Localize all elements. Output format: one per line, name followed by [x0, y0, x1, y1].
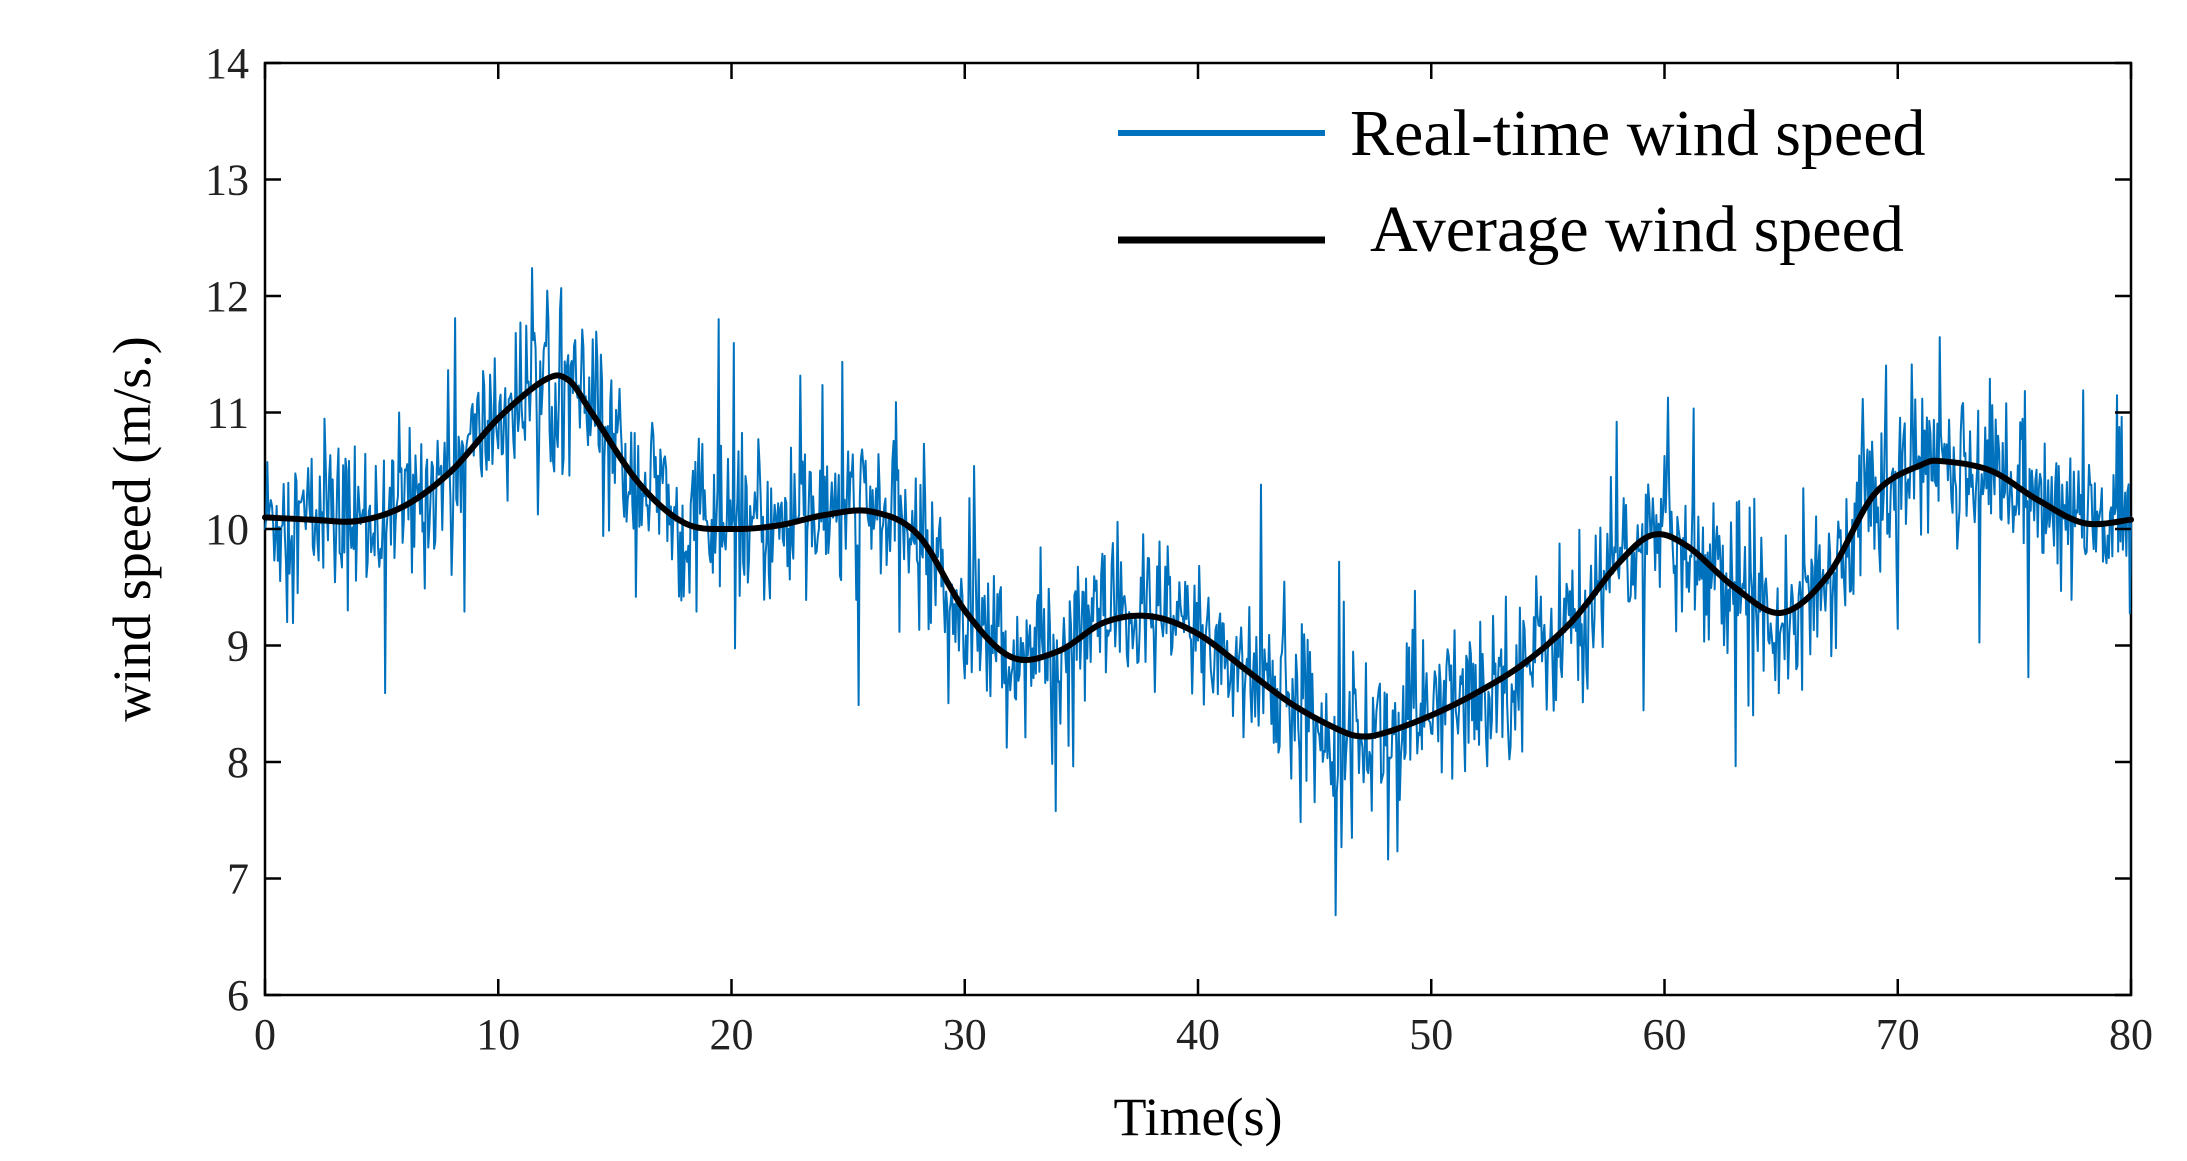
legend-label-average: Average wind speed [1370, 193, 1904, 266]
x-tick-label: 40 [1176, 1010, 1220, 1059]
y-tick-labels: 6 7 8 9 10 11 12 13 14 [205, 39, 249, 1020]
y-tick-label: 12 [205, 272, 249, 321]
real-time-wind-speed-line [264, 267, 2132, 917]
y-tick-label: 10 [205, 505, 249, 554]
x-tick-label: 80 [2109, 1010, 2153, 1059]
y-axis-title: wind speed (m/s.) [102, 336, 162, 721]
x-tick-label: 30 [943, 1010, 987, 1059]
y-tick-label: 14 [205, 39, 249, 88]
x-axis-title: Time(s) [1113, 1087, 1282, 1147]
x-tick-label: 50 [1409, 1010, 1453, 1059]
x-tick-label: 10 [476, 1010, 520, 1059]
y-tick-label: 13 [205, 156, 249, 205]
x-tick-labels: 0 10 20 30 40 50 60 70 80 [254, 1010, 2153, 1059]
y-tick-label: 6 [227, 971, 249, 1020]
y-tick-label: 7 [227, 855, 249, 904]
x-tick-label: 0 [254, 1010, 276, 1059]
y-tick-label: 8 [227, 738, 249, 787]
x-tick-label: 60 [1643, 1010, 1687, 1059]
legend-label-real-time: Real-time wind speed [1350, 97, 1926, 170]
axis-ticks [263, 61, 2133, 997]
y-tick-label: 9 [227, 622, 249, 671]
y-tick-label: 11 [207, 389, 249, 438]
legend: Real-time wind speed Average wind speed [1118, 97, 1926, 266]
average-series-layer [262, 372, 2134, 740]
x-tick-label: 70 [1876, 1010, 1920, 1059]
real-time-series-layer [264, 267, 2132, 917]
x-tick-label: 20 [710, 1010, 754, 1059]
average-wind-speed-line [262, 372, 2134, 740]
